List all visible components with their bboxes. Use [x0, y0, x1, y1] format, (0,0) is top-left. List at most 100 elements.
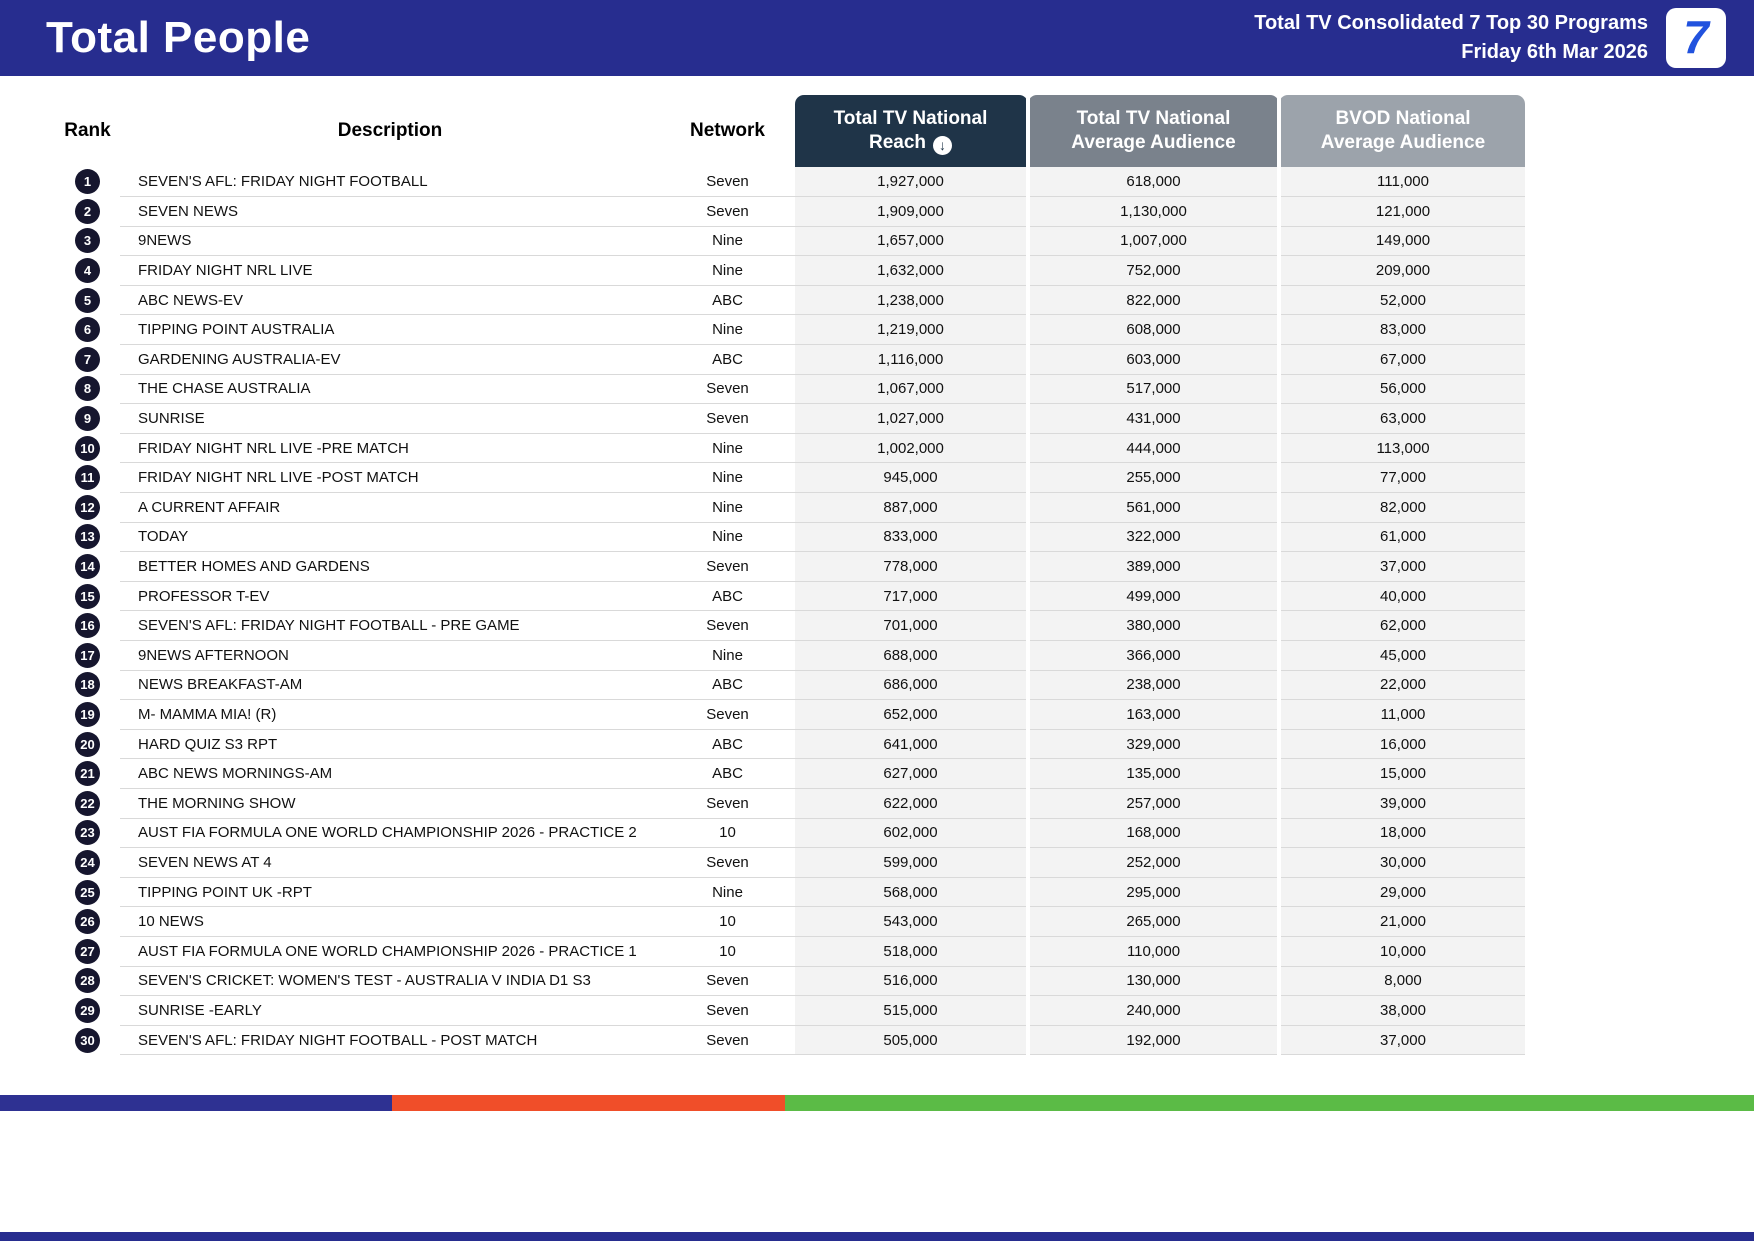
rank-badge: 25 [75, 879, 100, 905]
table-row: 29 SUNRISE -EARLY Seven 515,000 240,000 38,00… [55, 995, 1525, 1026]
description-cell: AUST FIA FORMULA ONE WORLD CHAMPIONSHIP … [120, 936, 660, 967]
table-row: 3 9NEWS Nine 1,657,000 1,007,000 149,000 [55, 226, 1525, 257]
seven-logo-glyph: 7 [1683, 11, 1709, 63]
network-cell: Nine [660, 433, 795, 464]
bvod-audience-cell: 52,000 [1277, 285, 1525, 316]
rank-badge: 9 [75, 406, 100, 432]
description-cell: FRIDAY NIGHT NRL LIVE -PRE MATCH [120, 433, 660, 464]
bvod-audience-cell: 39,000 [1277, 788, 1525, 819]
bvod-audience-cell: 113,000 [1277, 433, 1525, 464]
rank-badge: 14 [75, 554, 100, 580]
column-header-total-tv-average-audience[interactable]: Total TV National Average Audience [1026, 95, 1279, 167]
column-header-bvod-average-audience[interactable]: BVOD National Average Audience [1277, 95, 1525, 167]
bvod-audience-cell: 21,000 [1277, 906, 1525, 937]
rank-cell: 25 [55, 877, 120, 907]
description-cell: ABC NEWS MORNINGS-AM [120, 758, 660, 789]
table-row: 13 TODAY Nine 833,000 322,000 61,000 [55, 522, 1525, 553]
bvod-audience-cell: 22,000 [1277, 670, 1525, 701]
avg-audience-cell: 329,000 [1026, 729, 1279, 760]
avg-audience-cell: 192,000 [1026, 1025, 1279, 1056]
page-title: Total People [46, 13, 311, 62]
bvod-audience-cell: 30,000 [1277, 847, 1525, 878]
network-cell: Seven [660, 995, 795, 1026]
rank-badge: 22 [75, 790, 100, 816]
top-banner: Total People Total TV Consolidated 7 Top… [0, 0, 1754, 76]
column-header-description: Description [337, 120, 443, 141]
rank-badge: 28 [75, 968, 100, 994]
column-header-network: Network [690, 120, 765, 141]
rank-badge: 3 [75, 228, 100, 254]
bvod-audience-cell: 45,000 [1277, 640, 1525, 671]
top30-report: Rank Description Network Total TV Nation… [55, 95, 1525, 1056]
description-cell: ABC NEWS-EV [120, 285, 660, 316]
rank-cell: 19 [55, 700, 120, 730]
rank-badge: 29 [75, 997, 100, 1023]
network-cell: Seven [660, 788, 795, 819]
network-cell: ABC [660, 285, 795, 316]
description-cell: SEVEN NEWS [120, 196, 660, 227]
rank-cell: 2 [55, 197, 120, 227]
table-row: 6 TIPPING POINT AUSTRALIA Nine 1,219,000 608… [55, 314, 1525, 346]
column-header-rank: Rank [64, 120, 111, 141]
reach-cell: 717,000 [795, 581, 1028, 612]
reach-cell: 602,000 [795, 818, 1028, 849]
table-row: 16 SEVEN'S AFL: FRIDAY NIGHT FOOTBALL - P… [55, 610, 1525, 641]
description-cell: 10 NEWS [120, 906, 660, 937]
banner-right: Total TV Consolidated 7 Top 30 Programs … [1254, 8, 1726, 68]
bvod-audience-cell: 37,000 [1277, 551, 1525, 582]
bvod-audience-cell: 15,000 [1277, 758, 1525, 789]
avg-audience-cell: 295,000 [1026, 877, 1279, 908]
rank-cell: 1 [55, 167, 120, 197]
bvod-audience-cell: 38,000 [1277, 995, 1525, 1026]
network-cell: ABC [660, 758, 795, 789]
description-cell: NEWS BREAKFAST-AM [120, 670, 660, 701]
orange-segment [392, 1095, 785, 1111]
avg-audience-cell: 822,000 [1026, 285, 1279, 316]
bvod-audience-cell: 11,000 [1277, 699, 1525, 730]
rank-badge: 20 [75, 731, 100, 757]
sort-descending-icon: ↓ [933, 136, 953, 155]
table-row: 8 THE CHASE AUSTRALIA Seven 1,067,000 517,00… [55, 374, 1525, 405]
avg-audience-cell: 130,000 [1026, 966, 1279, 997]
table-row: 19 M- MAMMA MIA! (R) Seven 652,000 163,000 11… [55, 699, 1525, 730]
network-cell: Nine [660, 314, 795, 346]
rank-cell: 30 [55, 1025, 120, 1055]
reach-cell: 833,000 [795, 522, 1028, 553]
table-row: 27 AUST FIA FORMULA ONE WORLD CHAMPIONSHI… [55, 936, 1525, 967]
avg-audience-cell: 1,130,000 [1026, 196, 1279, 227]
rank-badge: 7 [75, 346, 100, 372]
description-cell: M- MAMMA MIA! (R) [120, 699, 660, 730]
avg-audience-cell: 618,000 [1026, 167, 1279, 198]
reach-cell: 543,000 [795, 906, 1028, 937]
table-row: 30 SEVEN'S AFL: FRIDAY NIGHT FOOTBALL - P… [55, 1025, 1525, 1056]
network-cell: Seven [660, 403, 795, 434]
column-header-total-tv-reach[interactable]: Total TV National Reach ↓ [795, 95, 1028, 167]
rank-cell: 10 [55, 433, 120, 463]
network-cell: Nine [660, 640, 795, 671]
avg-audience-cell: 499,000 [1026, 581, 1279, 612]
column-header-total-tv-reach-label: Total TV National Reach [833, 108, 988, 153]
avg-audience-cell: 444,000 [1026, 433, 1279, 464]
reach-cell: 568,000 [795, 877, 1028, 908]
reach-cell: 686,000 [795, 670, 1028, 701]
reach-cell: 778,000 [795, 551, 1028, 582]
avg-audience-cell: 265,000 [1026, 906, 1279, 937]
rank-badge: 8 [75, 376, 100, 402]
bvod-audience-cell: 63,000 [1277, 403, 1525, 434]
table-row: 12 A CURRENT AFFAIR Nine 887,000 561,000 82,0… [55, 492, 1525, 523]
rank-cell: 13 [55, 522, 120, 552]
rank-cell: 18 [55, 670, 120, 700]
bvod-audience-cell: 8,000 [1277, 966, 1525, 997]
avg-audience-cell: 389,000 [1026, 551, 1279, 582]
rank-badge: 4 [75, 258, 100, 284]
rank-cell: 26 [55, 907, 120, 937]
rank-cell: 24 [55, 848, 120, 878]
avg-audience-cell: 752,000 [1026, 255, 1279, 286]
description-cell: SEVEN'S AFL: FRIDAY NIGHT FOOTBALL [120, 167, 660, 198]
reach-cell: 1,927,000 [795, 167, 1028, 198]
reach-cell: 1,027,000 [795, 403, 1028, 434]
table-row: 7 GARDENING AUSTRALIA-EV ABC 1,116,000 603,0… [55, 344, 1525, 375]
network-cell: ABC [660, 581, 795, 612]
network-cell: Seven [660, 167, 795, 198]
rank-cell: 14 [55, 552, 120, 582]
